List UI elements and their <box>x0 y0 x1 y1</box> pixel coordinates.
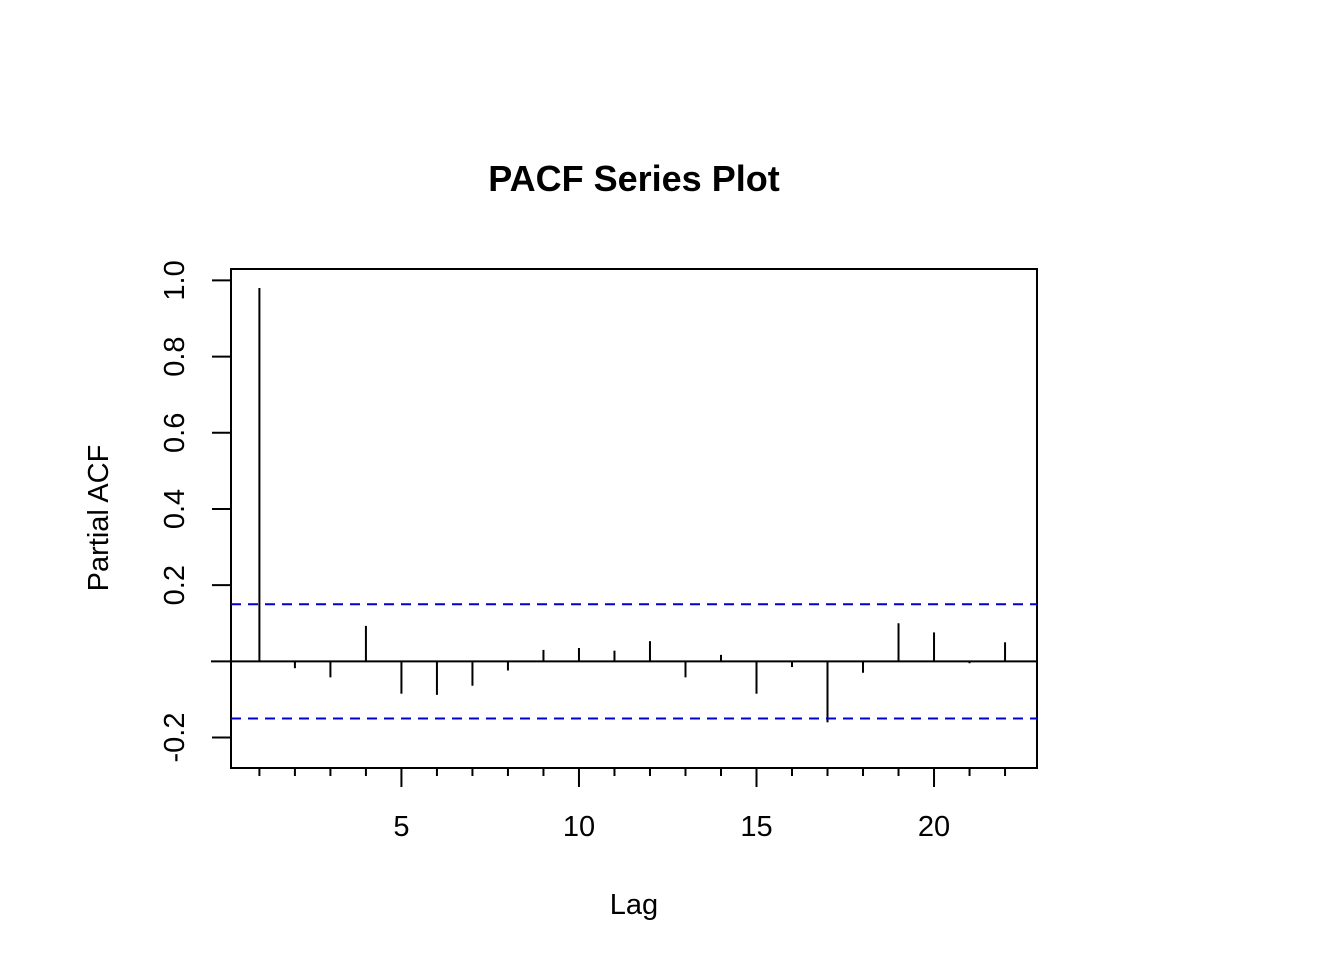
y-axis: -0.2 0.2 0.4 0.6 0.8 1.0 <box>159 260 231 763</box>
y-tick-label-0.4: 0.4 <box>159 489 191 529</box>
y-tick-label-0.6: 0.6 <box>159 413 191 453</box>
x-axis-title: Lag <box>610 889 658 921</box>
x-tick-label-20: 20 <box>918 811 950 843</box>
x-tick-label-15: 15 <box>740 811 772 843</box>
y-tick-label-0.8: 0.8 <box>159 336 191 376</box>
y-tick-label-0.2: 0.2 <box>159 565 191 605</box>
x-axis: 5 10 15 20 <box>258 768 1007 843</box>
chart-title: PACF Series Plot <box>488 158 779 199</box>
y-tick-label-1.0: 1.0 <box>159 260 191 300</box>
y-axis-title: Partial ACF <box>83 445 115 592</box>
x-tick-label-10: 10 <box>563 811 595 843</box>
plot-frame <box>230 268 1038 769</box>
confidence-bounds <box>231 603 1037 720</box>
bars <box>258 288 1007 723</box>
y-tick-label--0.2: -0.2 <box>159 713 191 763</box>
x-tick-label-5: 5 <box>393 811 409 843</box>
